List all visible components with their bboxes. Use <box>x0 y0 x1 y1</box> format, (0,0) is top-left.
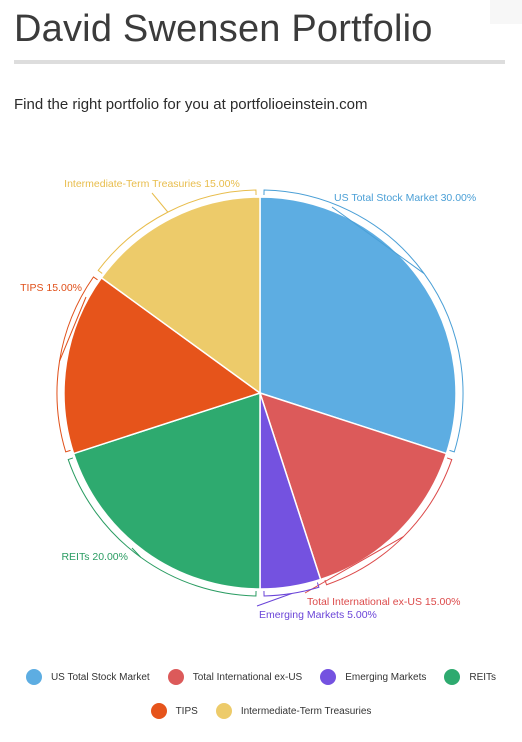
legend-item-total-international-ex-us[interactable]: Total International ex-US <box>167 669 303 685</box>
legend-label: Emerging Markets <box>345 671 427 683</box>
chart-legend: US Total Stock Market Total Internationa… <box>0 660 522 728</box>
legend-swatch <box>150 703 167 719</box>
slice-label-bracket <box>56 276 98 453</box>
legend-label: TIPS <box>175 705 198 717</box>
legend-label: Total International ex-US <box>192 671 303 683</box>
corner-placeholder <box>490 0 522 24</box>
legend-row-2: TIPS Intermediate-Term Treasuries <box>0 694 522 728</box>
legend-item-intermediate-term-treasuries[interactable]: Intermediate-Term Treasuries <box>215 703 372 719</box>
slice-data-label: US Total Stock Market 30.00% <box>334 192 476 204</box>
slice-label-connector <box>131 547 142 558</box>
slice-label-bracket <box>97 189 257 274</box>
legend-label: US Total Stock Market <box>50 671 150 683</box>
page-subtitle: Find the right portfolio for you at port… <box>14 96 368 113</box>
legend-swatch <box>25 669 42 685</box>
pie-slice-total-international-ex-us[interactable] <box>258 391 448 581</box>
slice-label-connector <box>59 296 87 362</box>
legend-swatch <box>167 669 184 685</box>
slice-data-label: REITs 20.00% <box>61 551 128 563</box>
legend-swatch <box>320 669 337 685</box>
slice-label-connector <box>151 192 169 213</box>
slice-data-label: Intermediate-Term Treasuries 15.00% <box>64 178 240 190</box>
pie-slice-intermediate-term-treasuries[interactable] <box>100 196 261 395</box>
legend-item-reits[interactable]: REITs <box>444 669 496 685</box>
slice-label-bracket <box>263 582 320 597</box>
slice-label-connector <box>331 206 425 275</box>
slice-data-label: Total International ex-US 15.00% <box>307 596 461 608</box>
page-title: David Swensen Portfolio <box>14 8 433 50</box>
legend-label: REITs <box>469 671 497 683</box>
legend-item-tips[interactable]: TIPS <box>150 703 198 719</box>
slice-data-label: TIPS 15.00% <box>20 282 82 294</box>
pie-slice-us-total-stock-market[interactable] <box>259 196 457 455</box>
slice-label-bracket <box>263 189 464 453</box>
legend-item-us-total-stock-market[interactable]: US Total Stock Market <box>25 669 150 685</box>
legend-label: Intermediate-Term Treasuries <box>240 705 372 717</box>
slice-label-connector <box>256 593 292 607</box>
pie-slice-reits[interactable] <box>72 391 261 590</box>
legend-row-1: US Total Stock Market Total Internationa… <box>0 660 522 694</box>
slice-label-connector <box>304 536 404 594</box>
pie-slice-tips[interactable] <box>63 276 262 455</box>
legend-swatch <box>444 669 461 685</box>
legend-item-emerging-markets[interactable]: Emerging Markets <box>320 669 426 685</box>
title-divider <box>14 60 505 64</box>
slice-data-label: Emerging Markets 5.00% <box>259 609 377 621</box>
legend-swatch <box>215 703 232 719</box>
